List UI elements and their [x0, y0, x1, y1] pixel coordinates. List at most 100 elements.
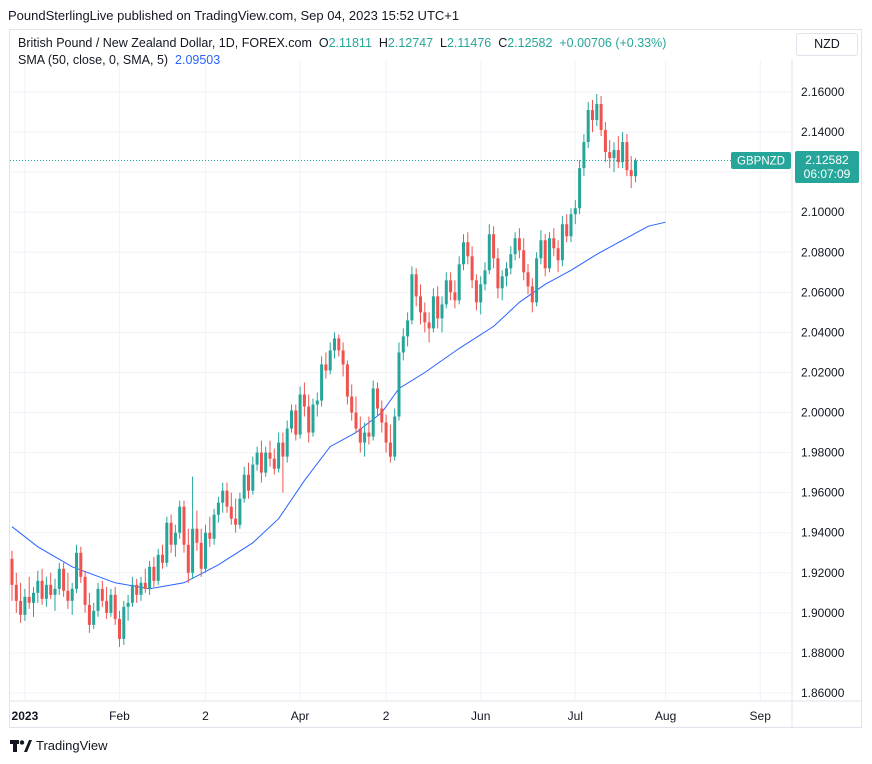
candle	[487, 224, 491, 275]
candle	[406, 312, 410, 347]
price-axis[interactable]: 2.160002.140002.120002.100002.080002.060…	[801, 85, 845, 700]
candle-body	[285, 428, 289, 457]
candle	[431, 288, 435, 333]
candle-body	[423, 312, 427, 323]
candle-body	[302, 394, 306, 407]
price-tick-label: 1.98000	[801, 446, 845, 460]
candle	[32, 586, 35, 617]
candle	[573, 200, 577, 225]
candle-body	[354, 412, 358, 429]
candle	[143, 568, 147, 593]
sma-value: 2.09503	[175, 53, 221, 67]
candle-body	[466, 242, 470, 257]
candle	[281, 432, 285, 493]
candle-body	[79, 552, 83, 577]
time-axis[interactable]: 2023 Feb 2 Apr 2 Jun Jul Aug Sep	[12, 709, 772, 723]
candle-body	[406, 320, 410, 337]
candle	[337, 334, 341, 357]
candle-body	[311, 404, 315, 433]
candle-body	[320, 364, 324, 401]
candle	[272, 448, 276, 475]
candle	[569, 208, 573, 243]
candle-body	[186, 544, 190, 573]
candle	[27, 576, 31, 609]
candle	[186, 528, 190, 583]
price-tick-label: 1.96000	[801, 486, 845, 500]
candle	[130, 576, 134, 607]
symbol-title: British Pound / New Zealand Dollar, 1D, …	[18, 36, 312, 50]
candle	[173, 524, 177, 557]
candle	[530, 278, 534, 313]
candle-body	[388, 442, 392, 457]
candle	[333, 332, 336, 359]
candle	[285, 420, 289, 463]
candle	[440, 296, 444, 333]
chart-frame	[9, 29, 862, 728]
price-tick-label: 1.92000	[801, 566, 845, 580]
candle	[345, 360, 349, 405]
candle	[526, 264, 530, 295]
candle	[23, 588, 27, 621]
candle	[552, 228, 556, 257]
candle	[384, 414, 388, 453]
close-value: 2.12582	[507, 36, 553, 50]
candle	[156, 548, 160, 585]
candle	[191, 476, 195, 579]
candle-body	[208, 532, 212, 539]
sma-legend[interactable]: SMA (50, close, 0, SMA, 5) 2.09503	[18, 53, 220, 67]
time-tick-label: 2023	[12, 709, 39, 723]
candle-body	[109, 594, 113, 613]
symbol-legend[interactable]: British Pound / New Zealand Dollar, 1D, …	[18, 36, 666, 50]
candle	[139, 576, 143, 601]
candle-body	[539, 240, 543, 259]
open-value: 2.11811	[328, 36, 372, 50]
candle-body	[591, 110, 594, 121]
candle-body	[62, 568, 66, 591]
candle-body	[19, 600, 23, 615]
candle	[543, 234, 547, 277]
candle-body	[14, 584, 18, 601]
publisher-line: PoundSterlingLive published on TradingVi…	[8, 8, 460, 23]
candle	[290, 404, 293, 433]
candle-body	[595, 104, 599, 121]
candle-body	[487, 234, 491, 271]
time-tick-label: Apr	[291, 709, 310, 723]
candle-body	[281, 442, 285, 457]
candle	[79, 546, 83, 583]
candle	[608, 140, 612, 169]
candle-body	[612, 150, 616, 159]
candle	[204, 524, 207, 573]
candle	[315, 392, 319, 417]
candle-body	[307, 406, 311, 433]
candle	[238, 492, 242, 529]
candle	[264, 446, 268, 477]
candle	[178, 500, 182, 539]
candle	[247, 462, 250, 499]
high-value: 2.12747	[387, 36, 434, 50]
candle-body	[384, 422, 388, 443]
candle	[208, 516, 212, 547]
candle	[255, 446, 259, 471]
candle-body	[333, 338, 336, 351]
candle	[341, 342, 345, 377]
currency-button[interactable]: NZD	[796, 33, 858, 56]
candle	[100, 580, 104, 607]
tradingview-logo[interactable]: TradingView	[10, 738, 108, 753]
candle-body	[393, 416, 397, 457]
candle-body	[427, 322, 431, 329]
candle	[169, 514, 173, 553]
candle	[556, 240, 560, 273]
price-tag-price: 2.12582	[805, 153, 849, 167]
candle	[251, 456, 255, 495]
candle-body	[350, 396, 354, 413]
price-tick-label: 1.86000	[801, 686, 845, 700]
candle	[234, 498, 238, 533]
candle-body	[345, 364, 349, 397]
candle-body	[453, 292, 457, 301]
tradingview-logo-text: TradingView	[36, 738, 108, 753]
candle-body	[397, 352, 401, 417]
candle	[53, 578, 57, 611]
time-tick-label: 2	[202, 709, 209, 723]
candle	[522, 238, 526, 281]
